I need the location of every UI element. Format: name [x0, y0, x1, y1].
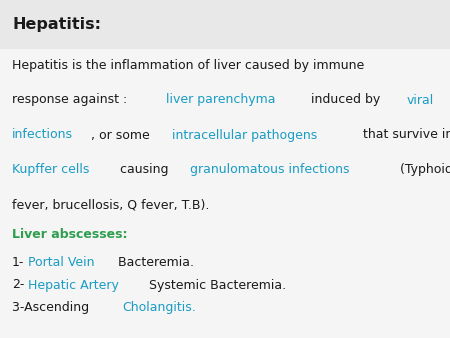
- Text: Cholangitis.: Cholangitis.: [122, 301, 196, 314]
- Text: viral: viral: [407, 94, 434, 106]
- Text: (Typhoid: (Typhoid: [396, 164, 450, 176]
- Text: infections: infections: [12, 128, 73, 142]
- Text: response against :: response against :: [12, 94, 131, 106]
- Text: Hepatitis:: Hepatitis:: [12, 17, 101, 32]
- Text: Hepatic Artery: Hepatic Artery: [28, 279, 119, 291]
- Text: Bacteremia.: Bacteremia.: [114, 256, 194, 268]
- Text: 1-: 1-: [12, 256, 24, 268]
- Text: granulomatous infections: granulomatous infections: [190, 164, 349, 176]
- Bar: [0, 0, 450, 49]
- Text: induced by: induced by: [307, 94, 384, 106]
- Text: that survive in: that survive in: [359, 128, 450, 142]
- Text: Systemic Bacteremia.: Systemic Bacteremia.: [145, 279, 286, 291]
- Text: , or some: , or some: [91, 128, 153, 142]
- Text: Portal Vein: Portal Vein: [28, 256, 94, 268]
- Text: Hepatitis is the inflammation of liver caused by immune: Hepatitis is the inflammation of liver c…: [12, 58, 364, 72]
- Text: liver parenchyma: liver parenchyma: [166, 94, 275, 106]
- Text: fever, brucellosis, Q fever, T.B).: fever, brucellosis, Q fever, T.B).: [12, 198, 209, 212]
- Text: Kupffer cells: Kupffer cells: [12, 164, 90, 176]
- Text: Liver abscesses:: Liver abscesses:: [12, 228, 127, 241]
- Text: 3-Ascending: 3-Ascending: [12, 301, 97, 314]
- Text: 2-: 2-: [12, 279, 24, 291]
- Text: causing: causing: [112, 164, 172, 176]
- Text: intracellular pathogens: intracellular pathogens: [172, 128, 317, 142]
